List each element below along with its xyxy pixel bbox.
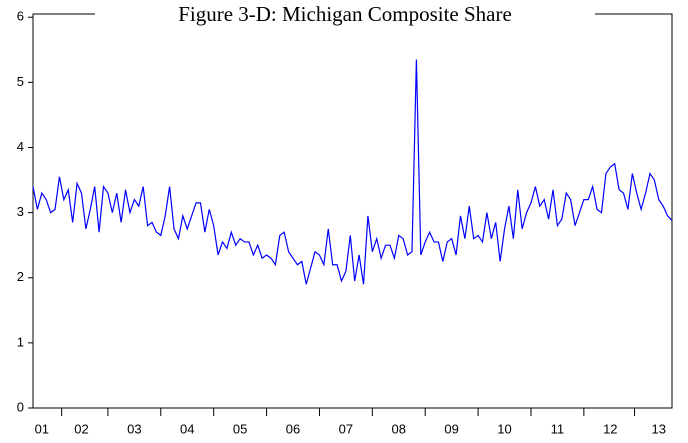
y-tick-label: 1 (17, 334, 24, 349)
x-tick-label: 05 (233, 421, 247, 436)
chart-title: Figure 3-D: Michigan Composite Share (178, 2, 512, 26)
x-tick-label: 12 (603, 421, 617, 436)
y-tick-label: 6 (17, 9, 24, 24)
y-tick-label: 4 (17, 139, 24, 154)
x-tick-label: 07 (339, 421, 353, 436)
x-tick-label: 03 (127, 421, 141, 436)
x-tick-label: 04 (180, 421, 194, 436)
x-tick-label: 09 (444, 421, 458, 436)
y-tick-label: 5 (17, 74, 24, 89)
x-tick-label: 10 (497, 421, 511, 436)
x-tick-label: 06 (286, 421, 300, 436)
y-tick-label: 2 (17, 269, 24, 284)
x-tick-label: 13 (652, 421, 666, 436)
x-tick-label: 08 (392, 421, 406, 436)
data-line (32, 59, 673, 285)
y-tick-label: 3 (17, 204, 24, 219)
plot-frame (32, 13, 673, 409)
title-background (95, 4, 595, 26)
x-tick-label: 02 (74, 421, 88, 436)
x-tick-label: 11 (551, 421, 565, 436)
x-tick-label: 01 (35, 421, 49, 436)
y-tick-label: 0 (17, 399, 24, 414)
